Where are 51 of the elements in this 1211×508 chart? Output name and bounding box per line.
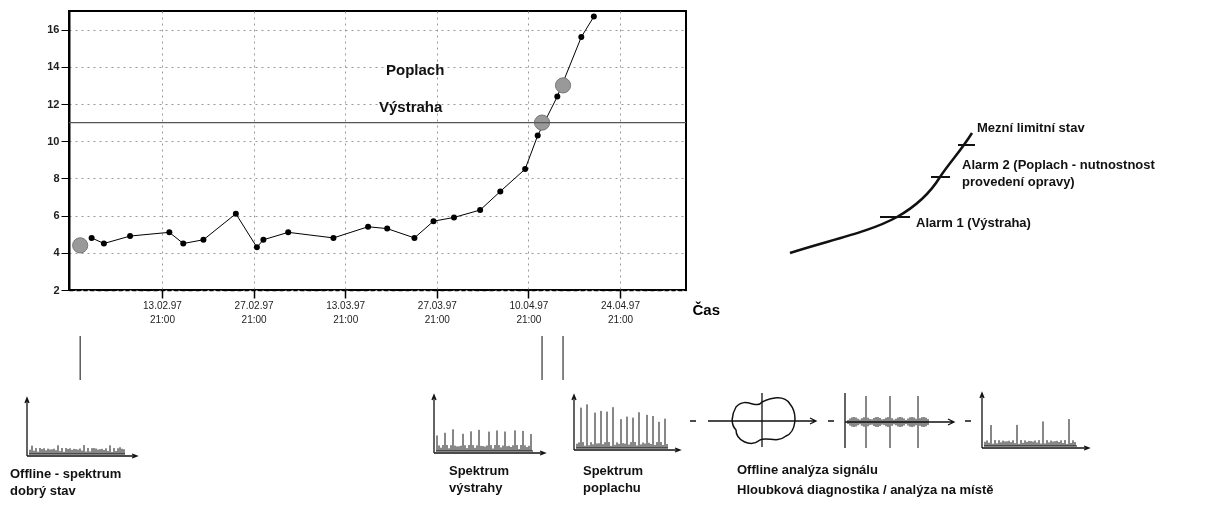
point — [450, 214, 457, 221]
x-tick-label: 24.04.97 21:00 — [601, 299, 641, 325]
point — [430, 218, 437, 225]
text: Hloubková diagnostika / analýza na místě — [737, 481, 995, 498]
text: Offline analýza signálu — [737, 461, 879, 478]
y-tick-label: 4 — [53, 246, 61, 259]
point — [285, 229, 292, 236]
annotation: Poplach — [386, 61, 446, 78]
text: Offline - spektrum dobrý stav — [10, 465, 123, 499]
point — [330, 234, 337, 241]
point — [180, 240, 187, 247]
y-tick-label: 10 — [47, 134, 60, 147]
point — [127, 233, 134, 240]
x-tick-label: 13.02.97 21:00 — [143, 299, 183, 325]
text: Spektrum poplachu — [583, 462, 644, 496]
point — [260, 236, 267, 243]
point — [578, 34, 585, 41]
point — [232, 210, 239, 217]
y-tick-label: 12 — [47, 97, 60, 110]
point — [365, 223, 372, 230]
y-tick-label: 8 — [53, 171, 60, 184]
point — [200, 236, 207, 243]
x-tick-label: 27.02.97 21:00 — [234, 299, 274, 325]
y-tick-label: 6 — [53, 209, 60, 222]
point — [477, 207, 484, 214]
text: Mezní limitní stav — [977, 119, 1086, 136]
point — [554, 93, 561, 100]
text: Alarm 1 (Výstraha) — [916, 214, 1032, 231]
y-tick-label: 16 — [47, 23, 60, 36]
point — [88, 234, 95, 241]
point — [411, 234, 418, 241]
point — [497, 188, 504, 195]
point — [166, 229, 173, 236]
point — [522, 166, 529, 173]
point — [590, 13, 597, 20]
point — [384, 225, 391, 232]
annotation: Výstraha — [379, 98, 444, 115]
y-tick-label: 14 — [47, 60, 61, 73]
text: Alarm 2 (Poplach - nutnostnost provedení opravy) — [962, 156, 1156, 190]
x-tick-label: 13.03.97 21:00 — [326, 299, 366, 325]
x-tick-label: 10.04.97 21:00 — [509, 299, 549, 325]
x-axis-title: Čas — [692, 300, 721, 318]
point — [72, 237, 89, 254]
point — [554, 77, 572, 94]
text: Spektrum výstrahy — [449, 462, 510, 496]
y-tick-label: 2 — [53, 283, 60, 296]
x-tick-label: 27.03.97 21:00 — [417, 299, 458, 325]
point — [100, 240, 107, 247]
point — [533, 114, 551, 131]
point — [253, 244, 260, 251]
point — [534, 132, 541, 139]
